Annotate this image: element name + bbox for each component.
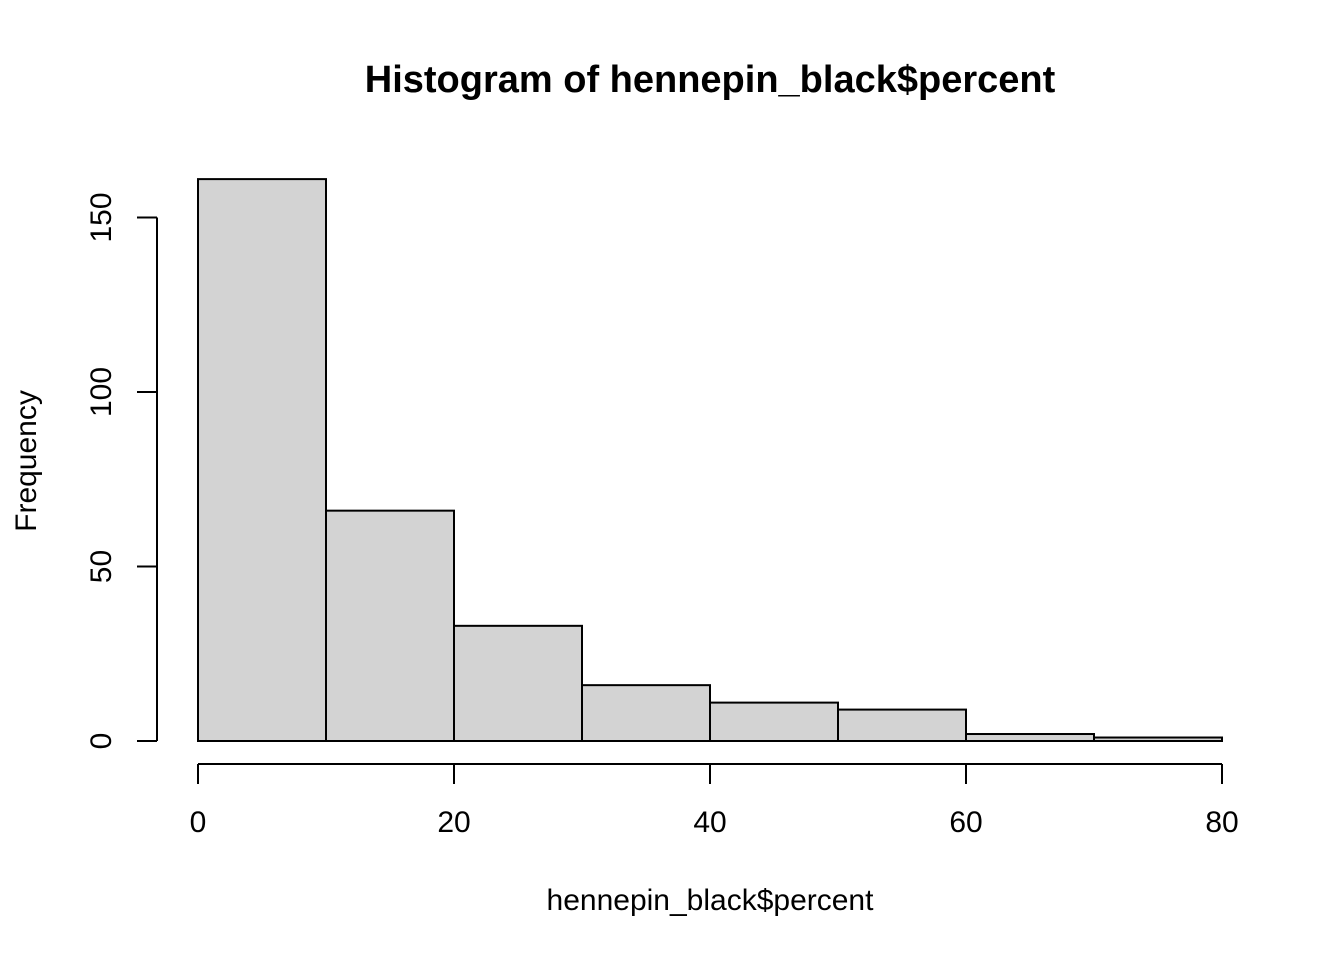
y-axis-label: Frequency <box>10 390 43 532</box>
x-axis-label: hennepin_black$percent <box>547 884 875 917</box>
histogram-bar-4 <box>709 701 839 742</box>
histogram-bar-2 <box>453 624 583 743</box>
x-tick-label-3: 60 <box>949 806 982 839</box>
x-tick-label-4: 80 <box>1205 806 1238 839</box>
bars-group <box>197 178 1223 743</box>
y-tick-label-3: 150 <box>85 192 118 242</box>
x-axis: 0 20 40 60 80 <box>190 763 1239 839</box>
histogram-bar-0 <box>197 178 327 743</box>
histogram-bar-1 <box>325 509 455 742</box>
histogram-bar-7 <box>1093 736 1223 743</box>
x-tick-label-1: 20 <box>437 806 470 839</box>
y-axis: 0 50 100 150 <box>85 192 158 750</box>
y-tick-label-0: 0 <box>85 733 118 750</box>
chart-title: Histogram of hennepin_black$percent <box>365 59 1056 101</box>
x-tick-label-0: 0 <box>190 806 207 839</box>
y-tick-label-2: 100 <box>85 367 118 417</box>
histogram-bar-3 <box>581 684 711 742</box>
histogram-bar-6 <box>965 733 1095 743</box>
y-tick-label-1: 50 <box>85 550 118 583</box>
x-tick-label-2: 40 <box>693 806 726 839</box>
histogram-bar-5 <box>837 708 967 743</box>
